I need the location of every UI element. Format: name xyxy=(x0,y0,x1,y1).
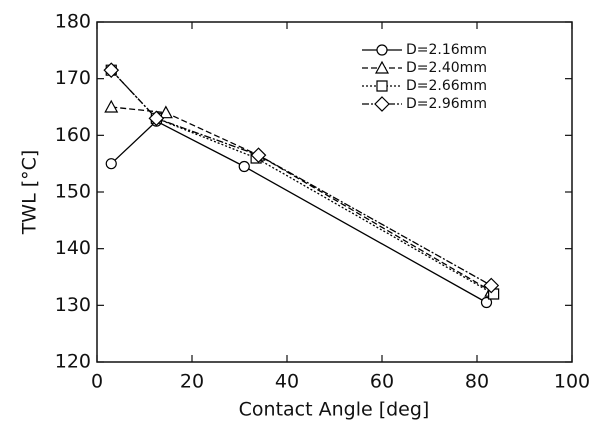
x-tick-label: 20 xyxy=(180,371,204,393)
series-line xyxy=(111,106,492,292)
data-point xyxy=(238,160,250,173)
y-tick-label: 160 xyxy=(55,124,91,146)
series-line xyxy=(110,69,492,287)
x-tick-label: 0 xyxy=(91,371,103,393)
y-tick-label: 150 xyxy=(55,181,91,203)
data-point xyxy=(103,62,120,79)
y-tick-label: 170 xyxy=(55,67,91,89)
legend-label: D=2.16mm xyxy=(406,42,487,58)
legend-label: D=2.96mm xyxy=(406,96,487,112)
legend-marker xyxy=(376,44,388,56)
data-point xyxy=(158,105,173,119)
y-tick-label: 180 xyxy=(55,11,91,33)
data-point xyxy=(104,99,119,113)
data-point xyxy=(480,296,493,309)
series-line xyxy=(110,69,494,295)
y-tick-label: 120 xyxy=(55,351,91,373)
x-tick-label: 40 xyxy=(275,371,299,393)
legend-marker xyxy=(374,96,390,112)
y-tick-label: 140 xyxy=(55,237,91,259)
x-axis-label: Contact Angle [deg] xyxy=(239,399,430,421)
plot-frame xyxy=(96,21,573,363)
legend-marker xyxy=(374,60,390,74)
legend-label: D=2.40mm xyxy=(406,60,487,76)
x-tick-label: 60 xyxy=(370,371,394,393)
legend-label: D=2.66mm xyxy=(406,78,487,94)
data-point xyxy=(250,147,267,164)
series-line xyxy=(110,120,487,304)
data-point xyxy=(105,158,117,170)
data-point xyxy=(148,110,165,127)
x-tick-label: 100 xyxy=(554,371,590,393)
y-tick-label: 130 xyxy=(55,294,91,316)
y-axis-label: TWL [°C] xyxy=(19,150,41,236)
data-point xyxy=(483,277,500,294)
x-tick-label: 80 xyxy=(465,371,489,393)
legend-marker xyxy=(376,80,388,92)
